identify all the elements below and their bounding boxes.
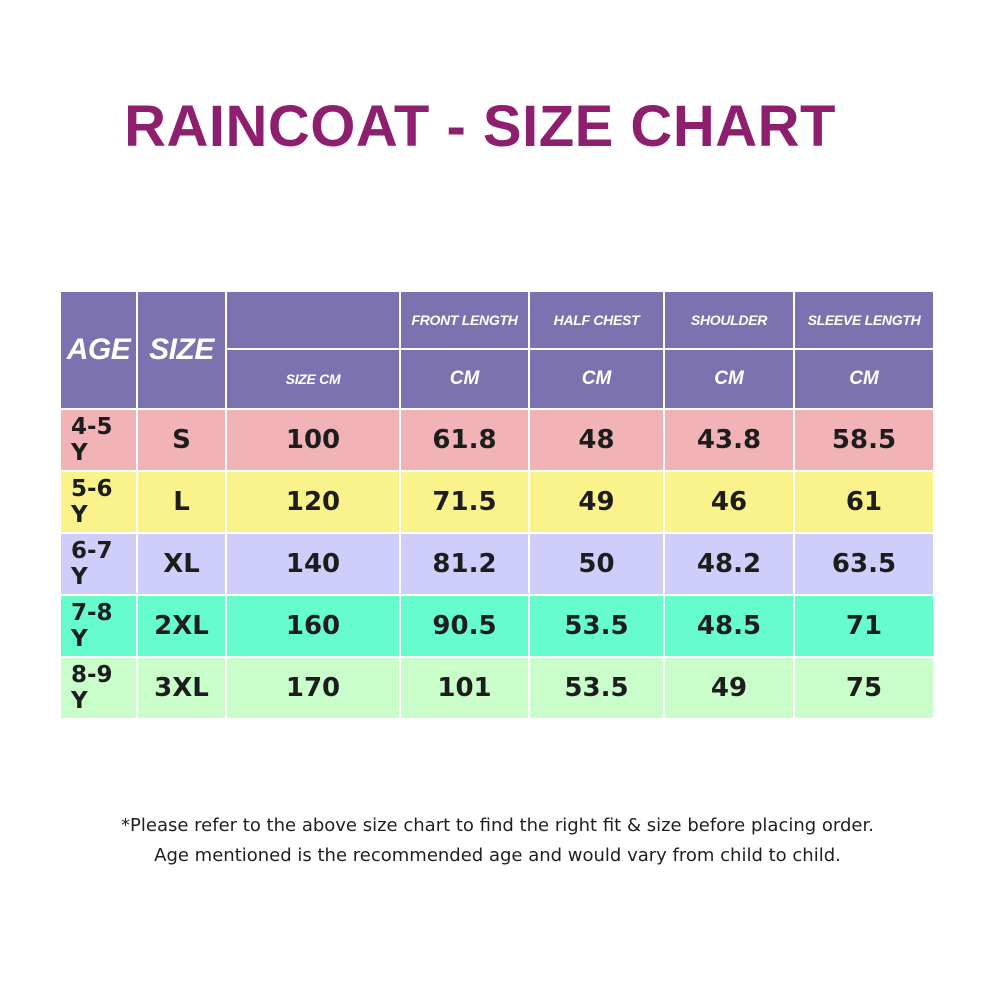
shoulder-cell: 49 bbox=[663, 656, 795, 720]
sleeve-length-cell: 61 bbox=[793, 470, 935, 534]
age-cell: 4-5 Y bbox=[59, 408, 138, 472]
age-cell: 7-8 Y bbox=[59, 594, 138, 658]
size-cm-cell: 100 bbox=[225, 408, 401, 472]
age-cell: 6-7 Y bbox=[59, 532, 138, 596]
front-length-cell: 101 bbox=[399, 656, 530, 720]
age-cell: 8-9 Y bbox=[59, 656, 138, 720]
table-row: 4-5 Y S 100 61.8 48 43.8 58.5 bbox=[59, 408, 935, 472]
header-unit-shoulder: CM bbox=[663, 348, 795, 410]
header-unit-half-chest: CM bbox=[528, 348, 665, 410]
header-size: SIZE bbox=[136, 290, 227, 410]
header-sleeve-length: SLEEVE LENGTH bbox=[793, 290, 935, 350]
size-cell: 3XL bbox=[136, 656, 227, 720]
size-cell: 2XL bbox=[136, 594, 227, 658]
shoulder-cell: 43.8 bbox=[663, 408, 795, 472]
half-chest-cell: 53.5 bbox=[528, 594, 665, 658]
size-cm-cell: 120 bbox=[225, 470, 401, 534]
half-chest-cell: 49 bbox=[528, 470, 665, 534]
header-front-length: FRONT LENGTH bbox=[399, 290, 530, 350]
shoulder-cell: 48.2 bbox=[663, 532, 795, 596]
front-length-cell: 71.5 bbox=[399, 470, 530, 534]
front-length-cell: 61.8 bbox=[399, 408, 530, 472]
header-unit-front-length: CM bbox=[399, 348, 530, 410]
size-cm-cell: 170 bbox=[225, 656, 401, 720]
size-chart-table: AGE SIZE FRONT LENGTH HALF CHEST SHOULDE… bbox=[59, 290, 935, 720]
footnote-line-2: Age mentioned is the recommended age and… bbox=[154, 845, 841, 866]
sleeve-length-cell: 63.5 bbox=[793, 532, 935, 596]
sleeve-length-cell: 75 bbox=[793, 656, 935, 720]
half-chest-cell: 50 bbox=[528, 532, 665, 596]
header-row-units: SIZE CM CM CM CM CM bbox=[60, 348, 935, 410]
half-chest-cell: 48 bbox=[528, 408, 665, 472]
size-cm-cell: 140 bbox=[225, 532, 401, 596]
shoulder-cell: 46 bbox=[663, 470, 795, 534]
header-shoulder: SHOULDER bbox=[663, 290, 795, 350]
header-age: AGE bbox=[59, 290, 138, 410]
size-cell: L bbox=[136, 470, 227, 534]
half-chest-cell: 53.5 bbox=[528, 656, 665, 720]
header-half-chest: HALF CHEST bbox=[528, 290, 665, 350]
footnote-line-1: *Please refer to the above size chart to… bbox=[121, 815, 874, 836]
sleeve-length-cell: 71 bbox=[793, 594, 935, 658]
header-size-cm: SIZE CM bbox=[225, 348, 401, 410]
front-length-cell: 90.5 bbox=[399, 594, 530, 658]
header-unit-sleeve-length: CM bbox=[793, 348, 935, 410]
page-title: RAINCOAT - SIZE CHART bbox=[124, 94, 836, 159]
table-row: 7-8 Y 2XL 160 90.5 53.5 48.5 71 bbox=[59, 594, 935, 658]
age-cell: 5-6 Y bbox=[59, 470, 138, 534]
sleeve-length-cell: 58.5 bbox=[793, 408, 935, 472]
header-blank bbox=[225, 290, 401, 350]
header-row-labels: AGE SIZE FRONT LENGTH HALF CHEST SHOULDE… bbox=[59, 290, 935, 410]
shoulder-cell: 48.5 bbox=[663, 594, 795, 658]
table-row: 6-7 Y XL 140 81.2 50 48.2 63.5 bbox=[59, 532, 935, 596]
size-cell: XL bbox=[136, 532, 227, 596]
table-row: 5-6 Y L 120 71.5 49 46 61 bbox=[59, 470, 935, 534]
table-row: 8-9 Y 3XL 170 101 53.5 49 75 bbox=[59, 656, 935, 720]
size-cm-cell: 160 bbox=[225, 594, 401, 658]
size-cell: S bbox=[136, 408, 227, 472]
front-length-cell: 81.2 bbox=[399, 532, 530, 596]
